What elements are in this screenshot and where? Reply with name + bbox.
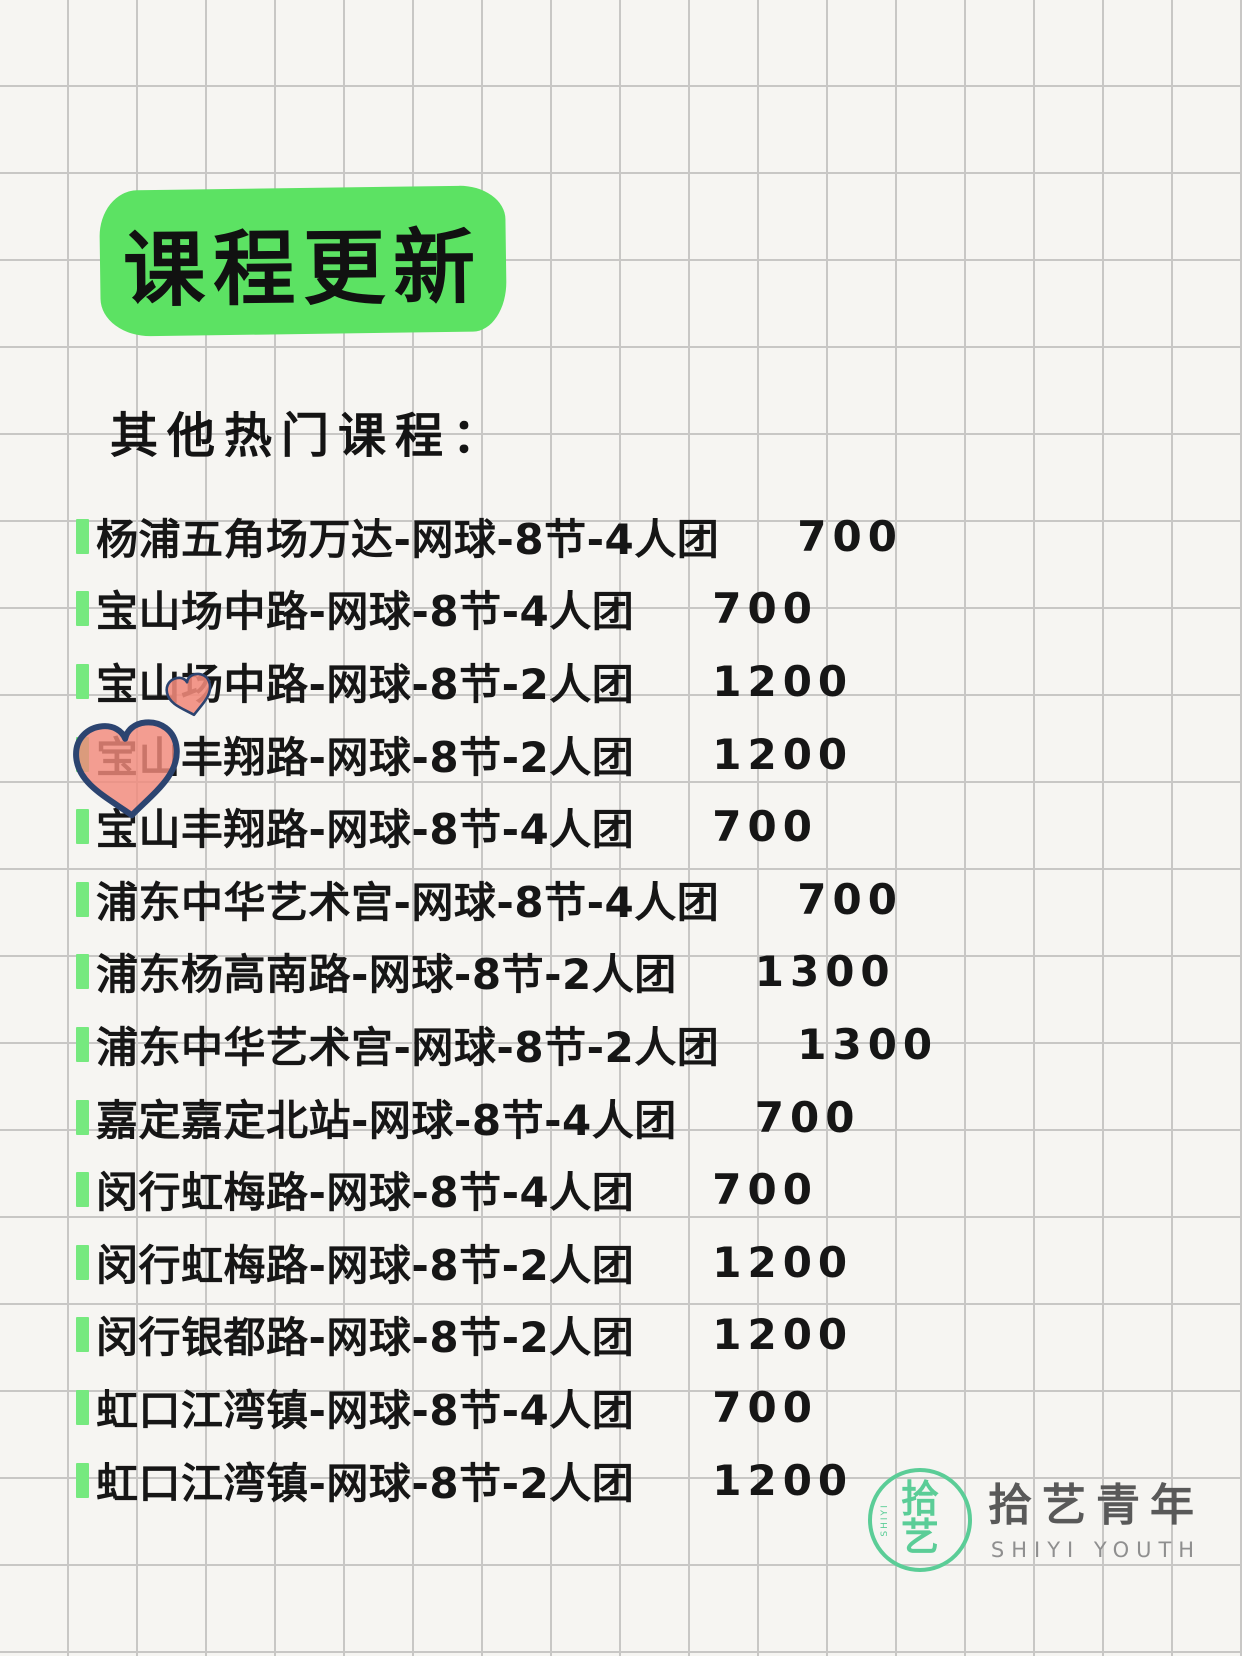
title-highlight-badge: 课程更新 (99, 185, 507, 337)
course-name: 浦东中华艺术宫-网球-8节-2人团 (96, 1022, 720, 1072)
bullet-marker-icon (76, 881, 89, 917)
course-row: 杨浦五角场万达-网球-8节-4人团 700 (76, 500, 1196, 573)
course-row: 宝山丰翔路-网球-8节-2人团 1200 (76, 718, 1196, 791)
brand-name-english: SHIYI YOUTH (990, 1538, 1202, 1563)
course-name: 闵行银都路-网球-8节-2人团 (96, 1313, 635, 1363)
brand-logo-text: 拾艺青年 SHIYI YOUTH (988, 1468, 1204, 1562)
course-row: 闵行银都路-网球-8节-2人团 1200 (76, 1299, 1196, 1372)
course-row: 闵行虹梅路-网球-8节-4人团 700 (76, 1153, 1196, 1226)
bullet-marker-icon (76, 591, 89, 627)
bullet-marker-icon (76, 736, 89, 772)
course-price: 700 (754, 1092, 861, 1142)
course-row: 浦东中华艺术宫-网球-8节-4人团 700 (76, 863, 1196, 936)
course-name: 浦东中华艺术宫-网球-8节-4人团 (96, 877, 720, 927)
course-row: 宝山场中路-网球-8节-2人团 1200 (76, 645, 1196, 718)
brand-logo: SHIYI 拾 艺 拾艺青年 SHIYI YOUTH (868, 1468, 1204, 1572)
logo-vertical-text: SHIYI (880, 1503, 890, 1537)
course-name: 嘉定嘉定北站-网球-8节-4人团 (96, 1095, 677, 1145)
course-name: 宝山丰翔路-网球-8节-4人团 (96, 805, 635, 855)
course-name: 闵行虹梅路-网球-8节-2人团 (96, 1240, 635, 1290)
course-price: 1200 (712, 1237, 854, 1287)
course-price: 700 (797, 511, 903, 561)
bullet-marker-icon (76, 1244, 89, 1280)
course-name: 宝山丰翔路-网球-8节-2人团 (96, 732, 635, 782)
bullet-marker-icon (76, 663, 89, 699)
course-price: 1200 (712, 1310, 854, 1360)
brand-name-chinese: 拾艺青年 (988, 1480, 1204, 1531)
course-price: 700 (797, 874, 903, 924)
course-row: 宝山场中路-网球-8节-4人团 700 (76, 573, 1196, 646)
course-row: 浦东杨高南路-网球-8节-2人团 1300 (76, 936, 1196, 1009)
bullet-marker-icon (76, 1317, 89, 1353)
course-row: 闵行虹梅路-网球-8节-2人团 1200 (76, 1226, 1196, 1299)
bullet-marker-icon (76, 1026, 89, 1062)
course-price: 700 (712, 1382, 818, 1432)
course-price: 1300 (797, 1019, 939, 1069)
bullet-marker-icon (76, 1099, 89, 1135)
course-price: 1200 (712, 656, 854, 706)
course-row: 虹口江湾镇-网球-8节-4人团 700 (76, 1371, 1196, 1444)
bullet-marker-icon (76, 1462, 89, 1498)
course-price: 700 (712, 584, 818, 634)
course-name: 虹口江湾镇-网球-8节-2人团 (96, 1458, 635, 1508)
course-price: 1300 (754, 947, 896, 997)
brand-logo-seal-icon: SHIYI 拾 艺 (868, 1468, 972, 1572)
course-row: 宝山丰翔路-网球-8节-4人团 700 (76, 790, 1196, 863)
course-price: 1200 (712, 729, 854, 779)
course-row: 嘉定嘉定北站-网球-8节-4人团 700 (76, 1081, 1196, 1154)
course-name: 虹口江湾镇-网球-8节-4人团 (96, 1385, 635, 1435)
page-title: 课程更新 (122, 219, 484, 319)
bullet-marker-icon (76, 954, 89, 990)
course-price: 700 (712, 1165, 818, 1215)
course-name: 宝山场中路-网球-8节-4人团 (96, 587, 635, 637)
course-row: 浦东中华艺术宫-网球-8节-2人团 1300 (76, 1008, 1196, 1081)
course-price: 1200 (712, 1455, 854, 1505)
logo-char-bottom: 艺 (900, 1515, 940, 1559)
course-name: 宝山场中路-网球-8节-2人团 (96, 659, 635, 709)
bullet-marker-icon (76, 809, 89, 845)
section-subtitle: 其他热门课程： (110, 408, 510, 464)
course-list: 杨浦五角场万达-网球-8节-4人团 700 宝山场中路-网球-8节-4人团 700 宝山… (76, 500, 1196, 1516)
course-name: 杨浦五角场万达-网球-8节-4人团 (96, 514, 720, 564)
logo-char-top: 拾 (900, 1477, 940, 1521)
bullet-marker-icon (76, 1389, 89, 1425)
course-price: 700 (712, 802, 818, 852)
course-row: 虹口江湾镇-网球-8节-2人团 1200 (76, 1444, 1196, 1517)
bullet-marker-icon (76, 518, 89, 554)
bullet-marker-icon (76, 1172, 89, 1208)
course-name: 浦东杨高南路-网球-8节-2人团 (96, 950, 677, 1000)
course-name: 闵行虹梅路-网球-8节-4人团 (96, 1168, 635, 1218)
